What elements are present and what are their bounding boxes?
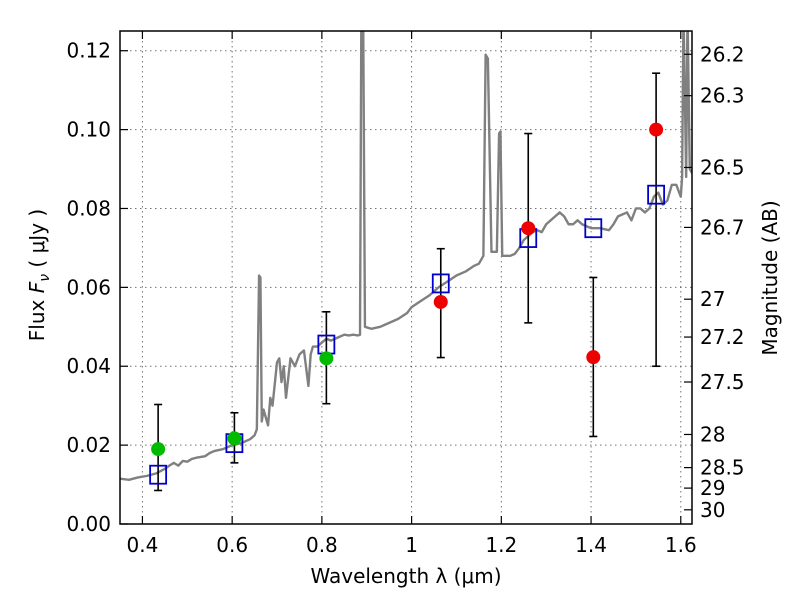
- red-data-point: [521, 221, 536, 236]
- x-axis-label: Wavelength λ (μm): [310, 564, 501, 588]
- y-axis-label-suffix: ( μJy ): [25, 209, 49, 274]
- y2-tick-label: 27.5: [700, 370, 745, 394]
- y-axis-label-prefix: Flux: [25, 293, 49, 341]
- x-tick-label: 1.2: [485, 533, 517, 557]
- spectrum-layer: [120, 31, 692, 482]
- y2-tick-label: 30: [700, 498, 725, 522]
- y-tick-label: 0.02: [66, 433, 111, 457]
- markers: [149, 122, 666, 485]
- y-tick-label: 0.06: [66, 275, 111, 299]
- y-axis-label-symbol: F: [25, 281, 49, 293]
- plot-frame: [119, 30, 693, 525]
- x-tick-label: 1.4: [575, 533, 607, 557]
- y2-tick-label: 27.2: [700, 325, 745, 349]
- error-bars: [154, 72, 661, 492]
- y-tick-label: 0.08: [66, 196, 111, 220]
- x-tick-label: 0.8: [306, 533, 338, 557]
- model-square-marker: [149, 464, 168, 485]
- y2-axis-label: Magnitude (AB): [758, 200, 782, 355]
- red-data-point: [433, 294, 448, 309]
- green-data-point: [319, 351, 334, 366]
- green-data-point: [227, 431, 242, 446]
- y2-tick-label: 28.5: [700, 456, 745, 480]
- model-square-marker: [584, 218, 603, 239]
- y-tick-label: 0.00: [66, 512, 111, 536]
- grid-lines: [120, 31, 692, 524]
- y2-tick-label: 26.7: [700, 215, 745, 239]
- y2-tick-label: 26.3: [700, 84, 745, 108]
- x-tick-label: 0.6: [216, 533, 248, 557]
- x-tick-label: 0.4: [127, 533, 159, 557]
- y2-tick-label: 29: [700, 476, 725, 500]
- green-data-point: [151, 442, 166, 457]
- y2-tick-label: 26.5: [700, 155, 745, 179]
- y2-tick-label: 27: [700, 287, 725, 311]
- red-data-point: [586, 350, 601, 365]
- y-axis-label: Flux Fν ( μJy ): [25, 209, 53, 341]
- y-tick-label: 0.04: [66, 354, 111, 378]
- red-data-point: [649, 122, 664, 137]
- spectrum-line: [120, 31, 692, 482]
- x-tick-label: 1.6: [665, 533, 697, 557]
- y2-tick-label: 26.2: [700, 42, 745, 66]
- model-square-marker: [647, 184, 666, 205]
- y-axis-label-subscript: ν: [37, 274, 53, 282]
- y2-tick-label: 28: [700, 422, 725, 446]
- ticks: 0.4 0.6 0.8 1 1.2 1.4 1.6 0.00 0.02 0.04 0.06 0.08 0…: [66, 31, 745, 557]
- y-tick-label: 0.10: [66, 118, 111, 142]
- y-tick-label: 0.12: [66, 39, 111, 63]
- model-square-marker: [431, 273, 450, 294]
- x-tick-label: 1: [405, 533, 418, 557]
